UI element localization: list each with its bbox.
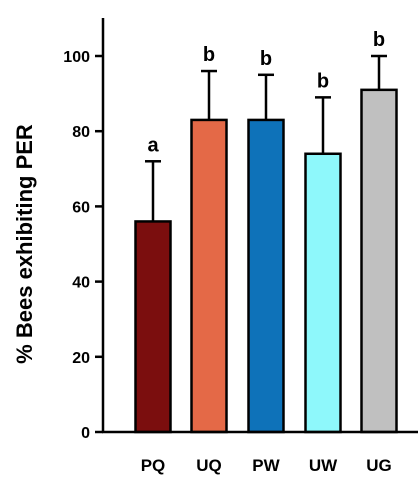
bar-ug (360, 88, 398, 434)
x-tick-label-uw: UW (309, 456, 338, 475)
y-tick-label: 60 (72, 199, 90, 216)
x-tick-label-pq: PQ (141, 456, 166, 475)
error-bars-layer (145, 54, 387, 222)
bar-pw (247, 118, 285, 434)
y-ticks-layer: 0 20 40 60 80 100 (63, 49, 103, 442)
significance-letter-uw: b (317, 70, 329, 92)
y-tick-label: 40 (72, 275, 90, 292)
significance-letter-pq: a (147, 134, 159, 156)
bar-uq (190, 118, 228, 434)
y-tick-label: 0 (81, 425, 90, 442)
y-tick-label: 80 (72, 124, 90, 141)
y-axis-label: % Bees exhibiting PER (12, 124, 37, 364)
significance-letter-pw: b (260, 48, 272, 70)
y-tick-label: 20 (72, 350, 90, 367)
x-tick-label-uq: UQ (196, 456, 222, 475)
axes-layer (101, 18, 418, 434)
bar-pq (134, 220, 172, 434)
significance-letter-uq: b (203, 44, 215, 66)
x-tick-label-pw: PW (252, 456, 280, 475)
significance-letter-ug: b (373, 29, 385, 51)
y-tick-label: 100 (63, 49, 90, 66)
bars-layer (134, 88, 398, 434)
significance-letters-layer: a b b b b (147, 29, 385, 156)
x-tick-label-ug: UG (366, 456, 392, 475)
x-tick-labels-layer: PQ UQ PW UW UG (141, 456, 392, 475)
bar-uw (304, 152, 342, 434)
